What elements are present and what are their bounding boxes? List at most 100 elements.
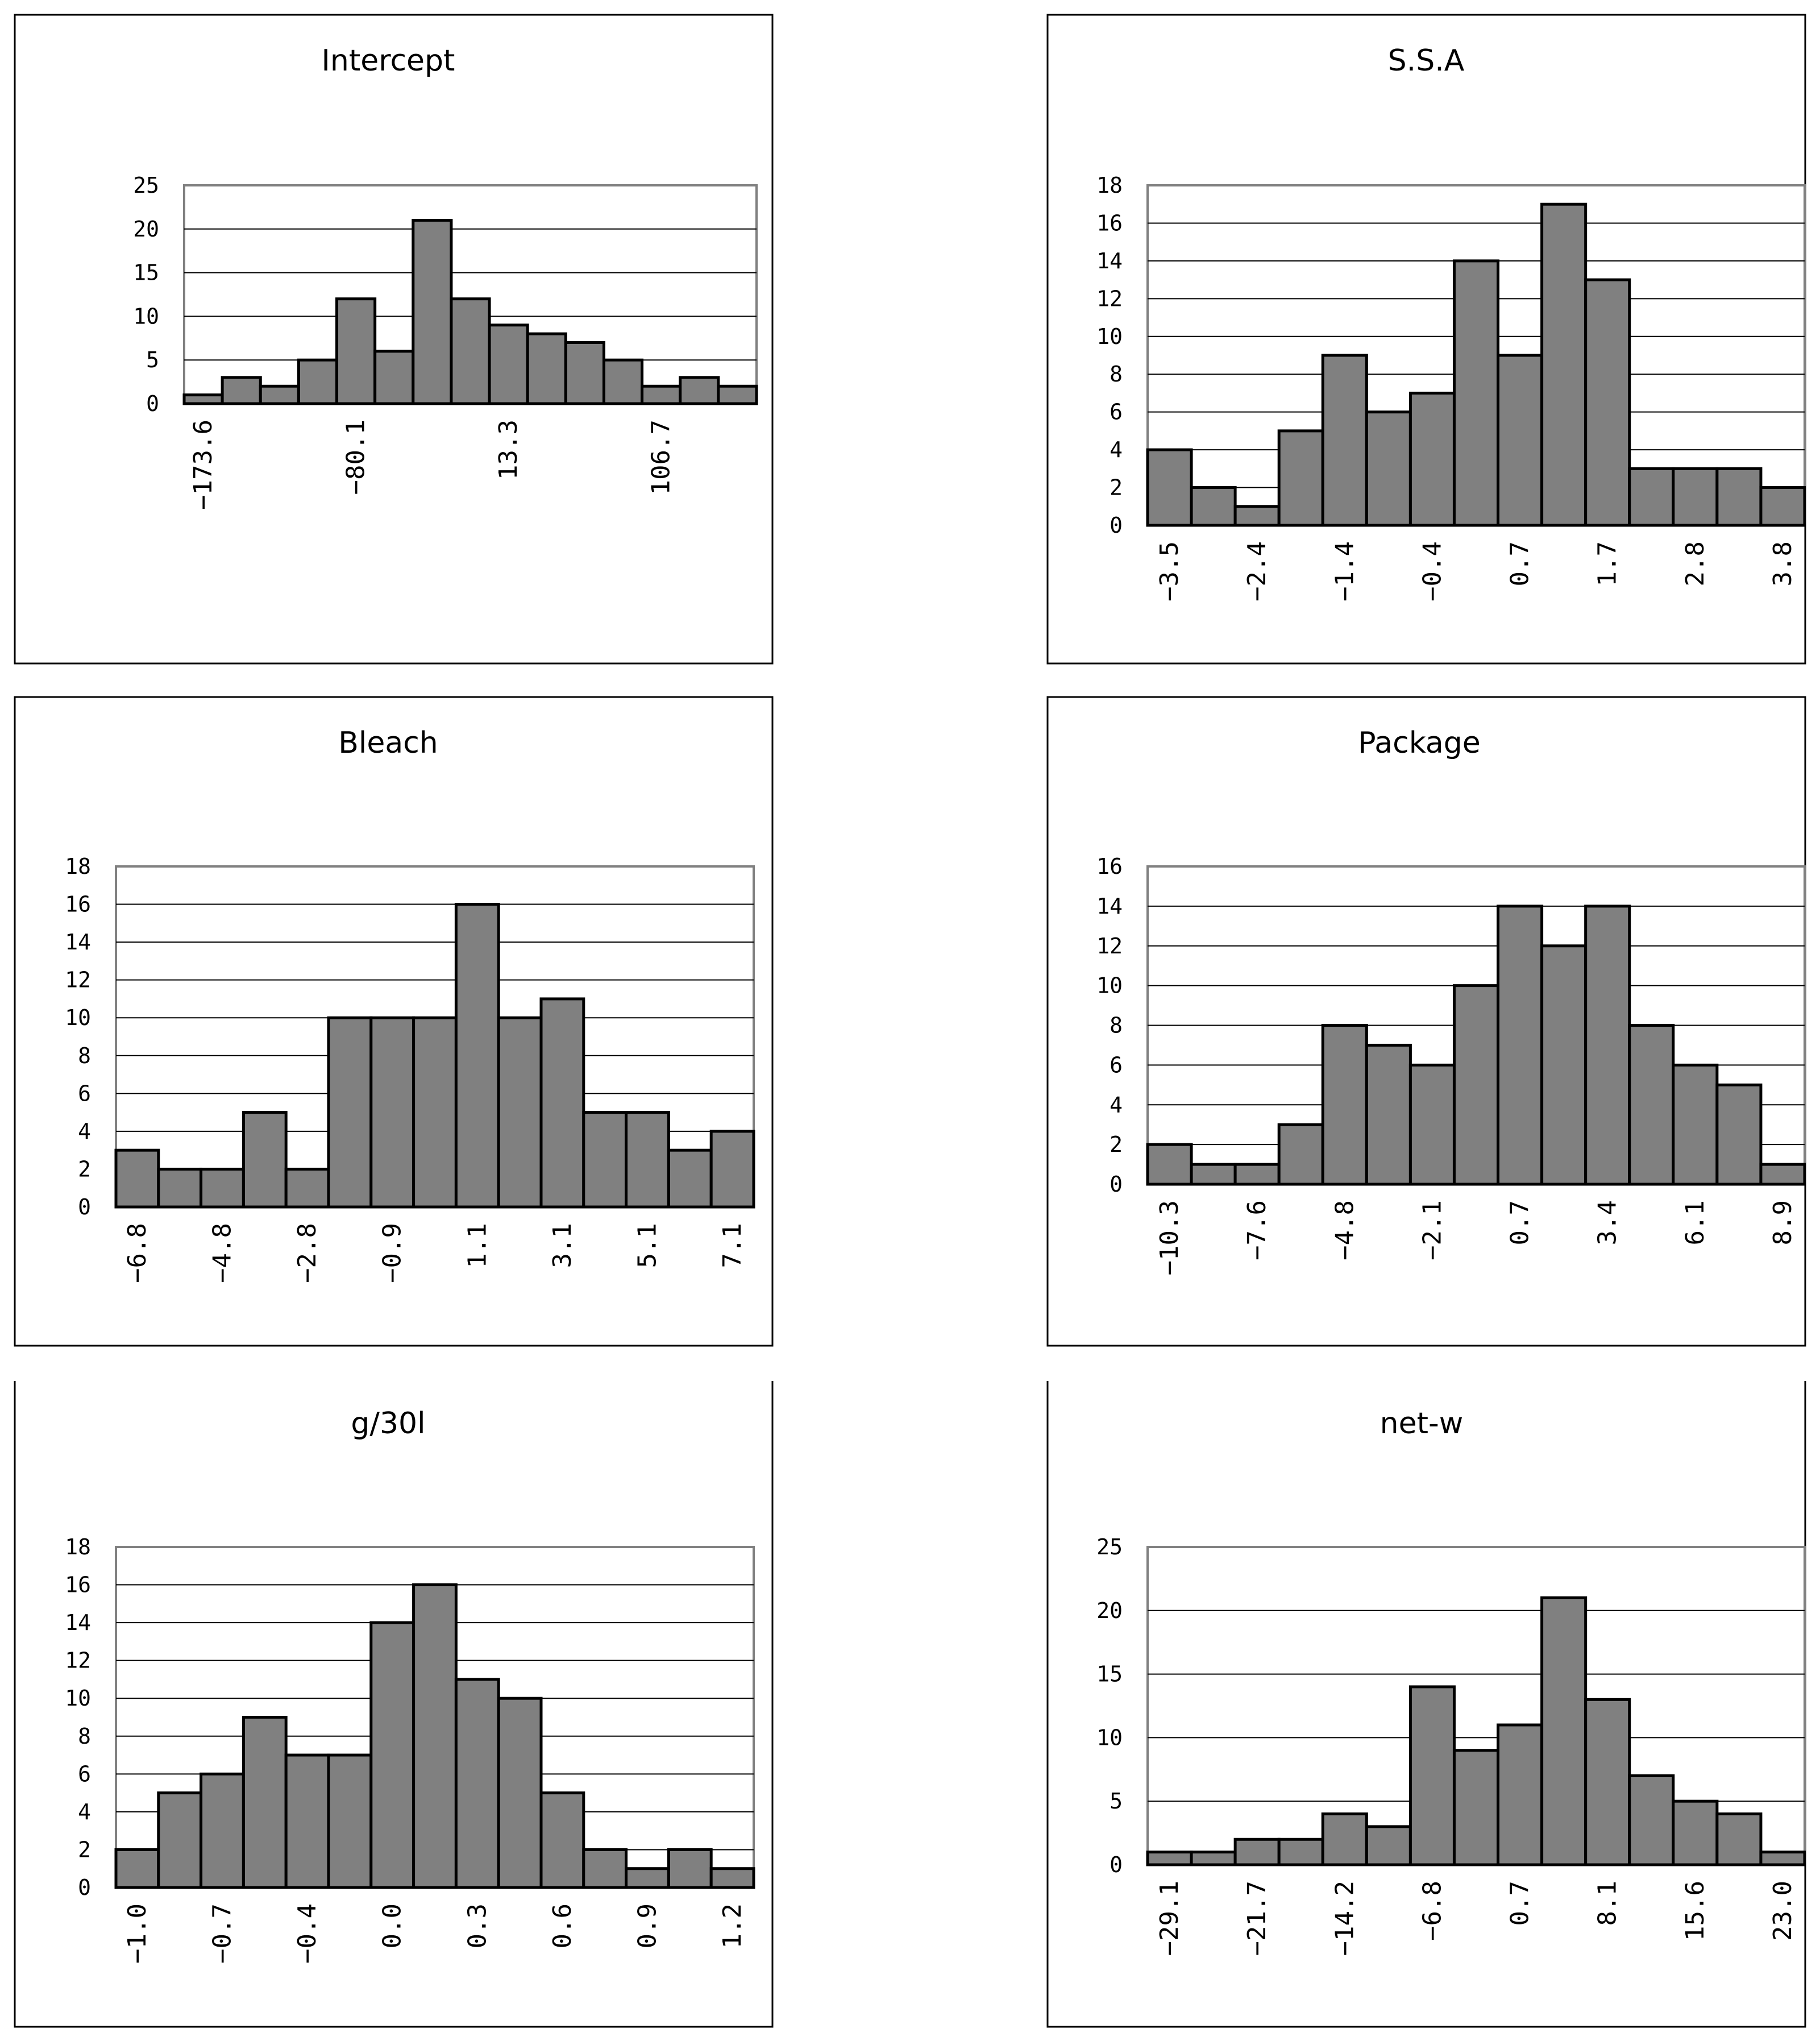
bar [625,1867,670,1889]
panel-package: Package 0 2 4 6 8 10 12 14 16 −10.3 −7.6 −4.8 −2.1 0.… [1046,696,1806,1347]
x-tick-label: −0.9 [378,1223,407,1283]
y-tick-label: 4 [1110,437,1123,462]
bar [1540,944,1588,1186]
y-tick-label: 12 [1096,286,1123,311]
x-tick-label: −3.5 [1155,541,1184,601]
y-tick-label: 0 [1110,1852,1123,1877]
bar [157,1791,203,1889]
bar [497,1016,543,1209]
y-tick-label: 6 [1110,400,1123,425]
bar [1628,467,1675,527]
y-tick-label: 0 [1110,1172,1123,1197]
bar [717,384,758,405]
chart-title: Intercept [322,44,455,78]
y-tick-label: 6 [78,1081,91,1106]
bar [1715,467,1763,527]
bar [1190,1163,1237,1186]
bar [1715,1812,1763,1866]
plot-area: 0 2 4 6 8 10 12 14 16 18 −1.0 −0.7 −0.4 0.0 0.3 0.6 0.9 1… [65,1534,755,1964]
y-tick-label: 5 [1110,1789,1123,1814]
x-tick-label: −173.6 [189,420,218,510]
bar [412,1016,458,1209]
y-tick-label: 4 [78,1799,91,1824]
bar [373,350,415,405]
x-tick-label: −0.4 [1418,541,1447,601]
y-tick-label: 10 [65,1005,91,1030]
bar [1190,486,1237,527]
y-tick-label: 6 [1110,1052,1123,1077]
bar [539,997,585,1209]
x-tick-label: −1.0 [123,1903,152,1964]
bar [679,376,720,405]
y-tick-label: 0 [78,1194,91,1219]
x-tick-label: −80.1 [342,420,371,495]
x-tick-label: 0.6 [548,1903,577,1948]
bar [1408,1063,1456,1186]
bar [242,1111,288,1209]
x-tick-label: −2.1 [1418,1200,1447,1260]
bar [369,1016,415,1209]
chart-title: S.S.A [1388,44,1465,78]
bar [1759,1163,1806,1186]
bar [1321,1812,1368,1866]
bar [1452,1749,1500,1866]
bar [1365,1825,1412,1866]
panel-intercept: Intercept 0 5 10 15 20 25 −173.6 −80.1 13.3 106.7 [14,14,774,665]
plot-area: 0 2 4 6 8 10 12 14 16 −10.3 −7.6 −4.8 −2.1 0.7 3.4 6.1 8… [1096,854,1806,1275]
x-tick-label: −2.8 [293,1223,322,1283]
x-tick-label: 0.7 [1506,1881,1535,1926]
bar [454,1678,500,1889]
bar [1497,354,1544,527]
bar [667,1148,713,1209]
bar [1759,486,1806,527]
y-tick-label: 0 [78,1875,91,1900]
x-tick-label: −29.1 [1155,1881,1184,1956]
bar [1540,1596,1588,1866]
bar [200,1772,245,1889]
y-tick-label: 0 [146,391,159,416]
x-tick-label: −6.8 [1418,1881,1447,1941]
bar [1628,1774,1675,1866]
bar [582,1111,628,1209]
y-tick-label: 8 [1110,1013,1123,1038]
y-tick-label: 2 [1110,475,1123,500]
y-tick-label: 18 [1096,173,1123,198]
y-tick-label: 5 [146,347,159,372]
x-tick-label: 23.0 [1768,1881,1797,1941]
frame-top-gap [1044,1373,1809,1381]
y-tick-label: 25 [1096,1534,1123,1559]
bar [242,1716,288,1889]
y-tick-label: 12 [1096,934,1123,959]
y-tick-label: 14 [65,930,91,955]
bar [1497,1723,1544,1866]
bar [1540,202,1588,527]
bar [284,1167,330,1209]
bar [412,218,453,405]
y-tick-label: 16 [65,1573,91,1598]
y-tick-label: 14 [1096,894,1123,919]
y-tick-label: 10 [1096,973,1123,998]
bar [297,358,339,405]
x-tick-label: 6.1 [1681,1200,1710,1245]
bar [1759,1851,1806,1866]
bar [488,323,529,405]
bar [259,384,300,405]
x-tick-label: −0.7 [208,1903,237,1964]
bar [1408,391,1456,527]
bar [539,1791,585,1889]
bar [327,1016,373,1209]
plot-area: 0 2 4 6 8 10 12 14 16 18 −3.5 −2.4 −1.4 −0.4 0.7 1.7 2.8… [1096,173,1806,601]
bar [1628,1024,1675,1186]
x-tick-label: 0.9 [633,1903,662,1948]
bar [1321,354,1368,527]
bar [1146,448,1193,527]
bar [1365,1043,1412,1186]
y-tick-label: 6 [78,1761,91,1786]
bar [182,393,224,405]
x-tick-label: −7.6 [1243,1200,1271,1260]
bar [1408,1685,1456,1866]
y-tick-label: 14 [1096,248,1123,273]
y-tick-label: 10 [65,1686,91,1711]
bar [709,1130,755,1209]
